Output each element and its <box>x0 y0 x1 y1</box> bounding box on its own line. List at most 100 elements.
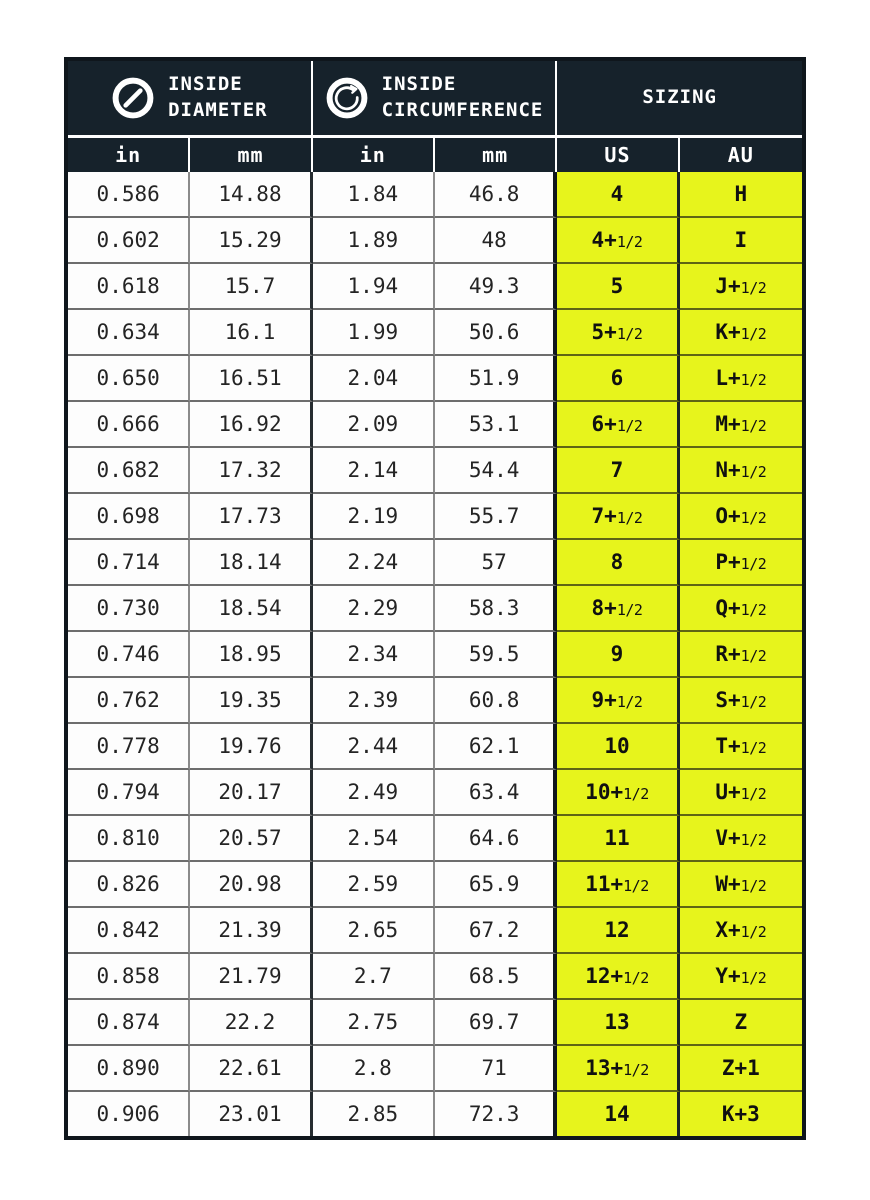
header-inside-circumference-label: INSIDE CIRCUMFERENCE <box>382 72 544 123</box>
cell-circumference-in: 2.7 <box>312 954 435 1000</box>
cell-circumference-mm: 65.9 <box>434 862 558 908</box>
cell-diameter-mm: 19.35 <box>190 678 313 724</box>
half-fraction: 1/2 <box>740 279 767 297</box>
cell-diameter-in: 0.586 <box>68 172 191 218</box>
half-fraction: 1/2 <box>616 233 643 251</box>
cell-size-us: 10 <box>557 724 680 770</box>
column-header-diameter-in: in <box>68 135 191 172</box>
cell-size-us: 6 <box>557 356 680 402</box>
half-fraction: 1/2 <box>740 647 767 665</box>
diameter-icon <box>111 76 155 120</box>
cell-diameter-mm: 15.7 <box>190 264 313 310</box>
cell-size-au: U+1/2 <box>679 770 802 816</box>
cell-diameter-in: 0.666 <box>68 402 191 448</box>
cell-diameter-mm: 16.1 <box>190 310 313 356</box>
table-row: 0.794 20.17 2.49 63.4 10+1/2 U+1/2 <box>68 770 802 816</box>
cell-diameter-mm: 22.61 <box>190 1046 313 1092</box>
cell-circumference-mm: 64.6 <box>434 816 558 862</box>
header-sizing: SIZING <box>557 61 802 135</box>
half-fraction: 1/2 <box>740 463 767 481</box>
table-body: 0.586 14.88 1.84 46.8 4 H 0.602 15.29 1.89 48 4+1/… <box>68 172 802 1136</box>
table-row: 0.762 19.35 2.39 60.8 9+1/2 S+1/2 <box>68 678 802 724</box>
cell-circumference-mm: 63.4 <box>434 770 558 816</box>
cell-circumference-in: 2.85 <box>312 1092 435 1136</box>
cell-diameter-in: 0.906 <box>68 1092 191 1136</box>
cell-diameter-in: 0.874 <box>68 1000 191 1046</box>
table-row: 0.698 17.73 2.19 55.7 7+1/2 O+1/2 <box>68 494 802 540</box>
cell-size-au: K+1/2 <box>679 310 802 356</box>
header-line: DIAMETER <box>168 99 268 121</box>
cell-circumference-mm: 53.1 <box>434 402 558 448</box>
cell-size-us: 7 <box>557 448 680 494</box>
cell-circumference-in: 2.29 <box>312 586 435 632</box>
half-fraction: 1/2 <box>740 693 767 711</box>
header-line: SIZING <box>642 86 717 109</box>
cell-circumference-in: 2.54 <box>312 816 435 862</box>
half-fraction: 1/2 <box>740 555 767 573</box>
cell-circumference-mm: 72.3 <box>434 1092 558 1136</box>
column-header-size-au: AU <box>679 135 802 172</box>
cell-size-us: 11 <box>557 816 680 862</box>
header-inside-circumference: INSIDE CIRCUMFERENCE <box>312 61 558 135</box>
cell-diameter-in: 0.650 <box>68 356 191 402</box>
cell-size-au: Q+1/2 <box>679 586 802 632</box>
cell-diameter-in: 0.698 <box>68 494 191 540</box>
table-row: 0.666 16.92 2.09 53.1 6+1/2 M+1/2 <box>68 402 802 448</box>
cell-diameter-mm: 20.17 <box>190 770 313 816</box>
cell-size-au: I <box>679 218 802 264</box>
cell-circumference-in: 2.44 <box>312 724 435 770</box>
table-row: 0.778 19.76 2.44 62.1 10 T+1/2 <box>68 724 802 770</box>
header-line: CIRCUMFERENCE <box>381 99 544 121</box>
cell-diameter-in: 0.730 <box>68 586 191 632</box>
cell-diameter-mm: 21.39 <box>190 908 313 954</box>
cell-diameter-in: 0.890 <box>68 1046 191 1092</box>
cell-diameter-mm: 18.14 <box>190 540 313 586</box>
column-header-diameter-mm: mm <box>190 135 313 172</box>
cell-circumference-mm: 67.2 <box>434 908 558 954</box>
cell-diameter-mm: 16.92 <box>190 402 313 448</box>
half-fraction: 1/2 <box>740 601 767 619</box>
header-inside-diameter: INSIDE DIAMETER <box>68 61 313 135</box>
cell-size-us: 9+1/2 <box>557 678 680 724</box>
cell-size-au: R+1/2 <box>679 632 802 678</box>
table-row: 0.890 22.61 2.8 71 13+1/2 Z+1 <box>68 1046 802 1092</box>
cell-size-us: 11+1/2 <box>557 862 680 908</box>
cell-circumference-mm: 60.8 <box>434 678 558 724</box>
cell-diameter-in: 0.746 <box>68 632 191 678</box>
half-fraction: 1/2 <box>623 785 649 803</box>
cell-circumference-in: 2.19 <box>312 494 435 540</box>
cell-diameter-mm: 16.51 <box>190 356 313 402</box>
half-fraction: 1/2 <box>740 417 767 435</box>
half-fraction: 1/2 <box>616 693 643 711</box>
cell-circumference-in: 2.14 <box>312 448 435 494</box>
cell-diameter-in: 0.602 <box>68 218 191 264</box>
half-fraction: 1/2 <box>740 831 767 849</box>
cell-circumference-in: 2.39 <box>312 678 435 724</box>
half-fraction: 1/2 <box>616 509 643 527</box>
cell-size-us: 12 <box>557 908 680 954</box>
table-row: 0.602 15.29 1.89 48 4+1/2 I <box>68 218 802 264</box>
table-row: 0.634 16.1 1.99 50.6 5+1/2 K+1/2 <box>68 310 802 356</box>
cell-size-au: Y+1/2 <box>679 954 802 1000</box>
cell-size-au: N+1/2 <box>679 448 802 494</box>
half-fraction: 1/2 <box>616 325 643 343</box>
cell-size-au: P+1/2 <box>679 540 802 586</box>
table-row: 0.826 20.98 2.59 65.9 11+1/2 W+1/2 <box>68 862 802 908</box>
cell-size-us: 13 <box>557 1000 680 1046</box>
cell-diameter-mm: 15.29 <box>190 218 313 264</box>
cell-circumference-in: 1.94 <box>312 264 435 310</box>
table-row: 0.714 18.14 2.24 57 8 P+1/2 <box>68 540 802 586</box>
ring-size-table: INSIDE DIAMETER <box>64 57 806 1140</box>
cell-circumference-in: 2.75 <box>312 1000 435 1046</box>
cell-circumference-in: 2.04 <box>312 356 435 402</box>
cell-size-us: 8 <box>557 540 680 586</box>
cell-circumference-mm: 68.5 <box>434 954 558 1000</box>
table-row: 0.586 14.88 1.84 46.8 4 H <box>68 172 802 218</box>
table-row: 0.746 18.95 2.34 59.5 9 R+1/2 <box>68 632 802 678</box>
cell-circumference-in: 1.99 <box>312 310 435 356</box>
table-row: 0.858 21.79 2.7 68.5 12+1/2 Y+1/2 <box>68 954 802 1000</box>
cell-diameter-mm: 23.01 <box>190 1092 313 1136</box>
cell-size-us: 7+1/2 <box>557 494 680 540</box>
cell-circumference-mm: 71 <box>434 1046 558 1092</box>
cell-diameter-in: 0.762 <box>68 678 191 724</box>
